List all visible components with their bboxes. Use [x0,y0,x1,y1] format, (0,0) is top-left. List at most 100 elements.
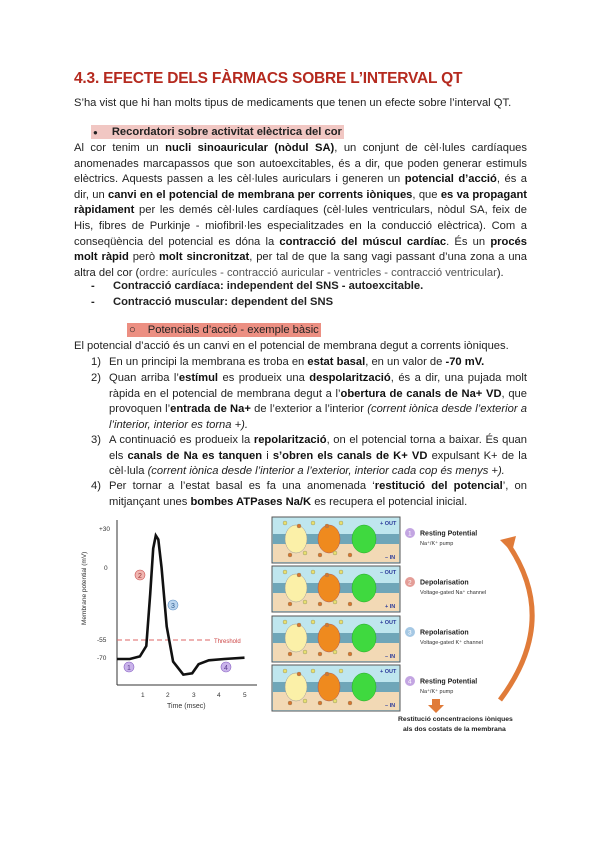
cycle-arrowhead-icon [500,536,516,552]
text-segment: ordre: aurícules - contracció auricular … [139,266,497,279]
step-2: 2) Quan arriba l’estímul es produeix una … [91,371,528,433]
bold-text: canals de Na es tanquen [127,449,263,462]
x-tick-label: 4 [217,692,221,699]
text-segment: , que provoquen l’ [109,387,527,416]
text-segment: es produeix una [218,372,310,384]
dash-item-text: Contracció muscular: dependent del SNS [113,295,334,308]
panel-title: Repolarisation [420,630,469,637]
bold-text: despolarització [309,372,391,384]
step-3: 3) A continuació es produeix la repolarit… [91,433,527,480]
inside-charge-label: – IN [385,555,395,561]
y-tick-label: -70 [97,655,107,662]
inside-charge-label: – IN [385,703,395,709]
svg-text:4: 4 [224,665,228,672]
step-number-label: 2 [408,580,412,587]
marker-4: 4 [220,661,232,673]
svg-text:2: 2 [138,573,142,580]
section2-heading: ○ Potencials d’acció - exemple bàsic [127,323,321,339]
text-segment: es recupera el potencial inicial. [311,495,468,508]
step-number: 2) [91,372,101,384]
panel-title: Resting Potential [420,531,477,538]
text-segment: (corrent iònica desde l’exterior a l’int… [109,403,528,431]
bold-text: canvi en el potencial de membrana per co… [108,188,413,201]
action-potential-graph: Threshold +30 0 -55 -70 1 2 3 4 5 Time (… [81,520,257,710]
step-number-label: 4 [408,679,412,686]
bold-text: nucli sinoauricular (nòdul SA) [165,142,335,154]
y-tick-label: +30 [99,526,110,533]
x-tick-label: 2 [166,692,170,699]
bold-text: procés molt ràpid [74,235,527,264]
bold-text: bombes ATPases Na/K [190,495,312,508]
bold-text: potencial d’acció [404,173,497,186]
outside-charge-label: + OUT [380,669,397,675]
step-number: 3) [91,434,101,446]
text-segment: per les demés cèl·lules cardíaques (cèl·… [74,204,527,248]
step-number-badge [405,676,415,686]
membrane-panel-1: + OUT – IN 1 Resting Potential Na⁺/K⁺ pump [271,516,477,564]
dash-item: - Contracció cardíaca: independent del SN… [91,280,424,292]
caption-line: Restitució concentracions iòniques [398,716,513,723]
section1-label: Recordatori sobre activitat elèctrica de… [111,126,342,138]
text-segment: A continuació es produeix la [109,434,254,446]
text-segment: Al cor tenim un [74,142,166,154]
dash-list: - Contracció cardíaca: independent del SN… [91,279,423,310]
inside-charge-label: + IN [385,604,395,610]
step-text: A continuació es produeix la repolaritza… [109,434,527,477]
dash-item-text: Contracció cardíaca: independent del SNS… [113,280,424,292]
bold-text: entrada de Na+ [170,403,251,416]
x-tick-label: 3 [192,692,196,699]
down-arrow-icon [428,699,444,713]
section1-paragraph: Al cor tenim un nucli sinoauricular (nòd… [74,141,527,281]
section2-lead: El potencial d’acció és un canvi en el p… [74,340,509,352]
action-potential-curve [117,532,245,676]
text-segment: Per tornar a l’estat basal es fa una ano… [109,480,375,492]
step-number-badge [405,577,415,587]
dash-item: - Contracció muscular: dependent del SNS [91,295,334,308]
text-segment: , és a dir, un [74,173,527,201]
section2-label: Potencials d’acció - exemple bàsic [147,324,319,336]
step-text: Per tornar a l’estat basal es fa una ano… [109,480,527,508]
panel-title: Resting Potential [420,679,477,686]
step-4: 4) Per tornar a l’estat basal es fa una a… [91,479,527,510]
bold-text: s’obren els canals de K+ VD [272,449,428,462]
panel-subtitle: Voltage-gated Na⁺ channel [420,589,486,596]
step-number-badge [405,528,415,538]
x-tick-label: 1 [141,692,145,699]
bold-text: contracció del múscul cardíac [279,235,447,248]
step-number: 1) [91,356,101,368]
text-segment: . És un [446,235,491,248]
text-segment: però [128,251,159,264]
svg-text:1: 1 [127,665,131,672]
text-segment: , per tal de que la sang vagi passant d’… [74,251,528,279]
bullet-icon: ● [93,128,98,137]
y-tick-label: 0 [104,565,108,572]
text-segment: ’, on mitjançant unes [109,480,527,508]
panel-title: Depolarisation [420,580,469,587]
inside-charge-label: – IN [385,654,395,660]
marker-1: 1 [123,661,135,673]
text-segment: ). [496,266,504,279]
bold-text: repolarització [253,434,327,446]
x-axis-label: Time (msec) [167,703,206,710]
step-number-badge [405,627,415,637]
intro-text: S’ha vist que hi han molts tipus de medi… [74,97,512,109]
threshold-label: Threshold [214,639,241,645]
text-segment: expulsant K+ de la cèl·lula [109,449,527,478]
bold-text: estímul [178,372,219,384]
text-segment: (corrent iònica desde l’interior a l’ext… [147,465,505,478]
text-segment: , que [412,188,441,201]
y-axis-label: Membrane potential (mV) [81,552,88,625]
membrane-panel-2: – OUT + IN 2 Depolarisation Voltage-gated Na… [271,565,486,613]
circle-bullet-icon: ○ [129,324,136,336]
text-segment: de l’exterior a l’interior [250,403,368,416]
step-number: 4) [91,480,101,492]
outside-charge-label: + OUT [380,620,397,626]
svg-text:3: 3 [171,603,175,610]
x-tick-label: 5 [243,692,247,699]
caption-line: als dos costats de la membrana [403,726,506,733]
marker-2: 2 [134,569,146,581]
bold-text: es va propagant ràpidament [74,188,528,217]
bold-text: obertura de canals de Na+ VD [340,387,502,400]
text-segment: , on el potencial torna a baixar. És qua… [109,434,527,462]
